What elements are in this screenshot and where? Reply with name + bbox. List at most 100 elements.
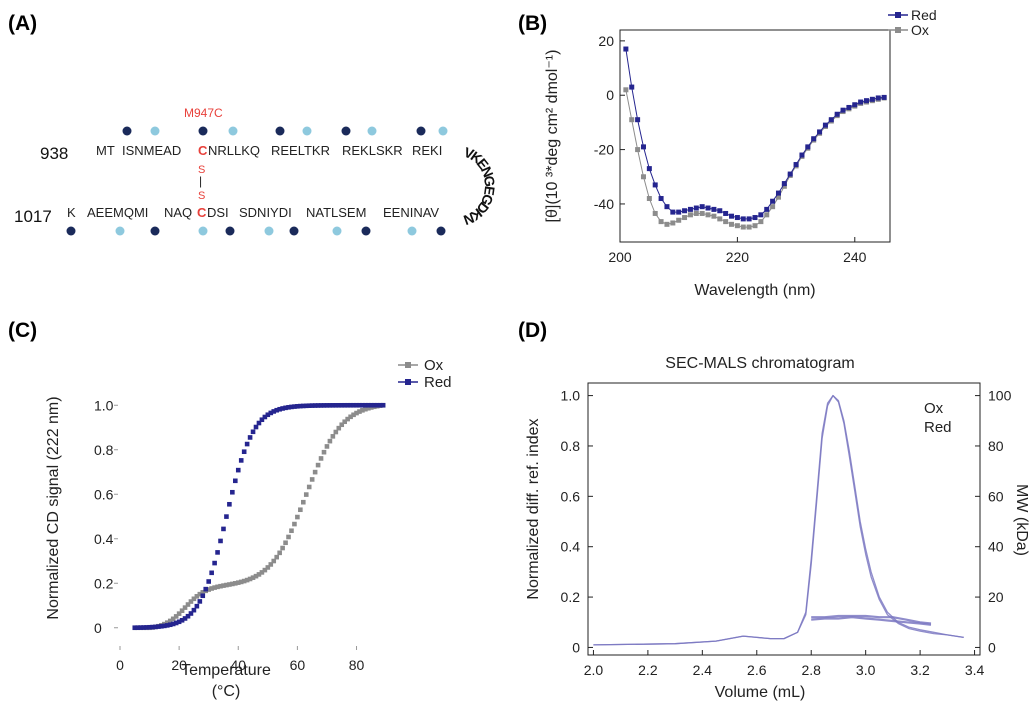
- data-point-red: [734, 215, 740, 221]
- y-tick-label: 0.6: [561, 488, 581, 504]
- data-point-ox: [227, 582, 232, 587]
- data-point-red: [176, 619, 182, 625]
- data-point-red: [875, 95, 881, 101]
- data-point-ox: [194, 594, 200, 599]
- data-point-red: [687, 206, 693, 212]
- helix-dot-light: [367, 126, 377, 136]
- helix-dot-light: [438, 126, 448, 136]
- data-point-red: [799, 152, 805, 158]
- panel-d-sec-mals: SEC-MALS chromatogram 2.0 2.2 2.4 2.6 2.8 3.0…: [525, 355, 1030, 701]
- data-point-red: [247, 435, 253, 440]
- data-point-ox: [324, 444, 330, 449]
- x-tick-label: 40: [230, 657, 246, 673]
- data-point-red: [705, 205, 711, 211]
- bottom-helix-dots: [66, 226, 446, 236]
- data-point-red: [327, 403, 333, 408]
- data-point-red: [676, 209, 682, 215]
- disulfide-s2: S: [198, 190, 205, 202]
- seq-segment: AEEMQMI: [87, 205, 148, 220]
- data-point-red: [881, 94, 887, 100]
- data-point-red: [167, 622, 173, 628]
- data-point-ox: [179, 608, 185, 613]
- panel-c-label: (C): [8, 319, 37, 342]
- data-point-red: [646, 166, 652, 172]
- data-point-red: [321, 403, 327, 408]
- data-point-ox: [218, 583, 223, 589]
- y-tick-label: 0: [94, 620, 102, 636]
- data-point-ox: [247, 576, 253, 582]
- data-point-ox: [244, 577, 250, 583]
- data-point-red: [144, 625, 149, 630]
- data-point-red: [793, 162, 799, 168]
- legend-label-red: Red: [424, 374, 452, 391]
- data-point-red: [179, 617, 185, 623]
- data-point-ox: [312, 469, 318, 475]
- data-point-red: [212, 560, 217, 566]
- data-point-ox: [185, 602, 191, 607]
- data-point-ox: [206, 587, 211, 592]
- data-point-red: [224, 514, 229, 519]
- y-tick-label: 0.8: [561, 438, 581, 454]
- data-point-red: [156, 624, 161, 629]
- data-point-red: [828, 117, 834, 123]
- data-point-red: [301, 403, 306, 409]
- data-point-ox: [165, 620, 170, 625]
- data-point-ox: [729, 221, 735, 227]
- legend-label-ox: Ox: [924, 400, 944, 417]
- data-point-red: [194, 603, 200, 609]
- data-point-ox: [333, 429, 339, 435]
- y-tick-label: 0.4: [94, 531, 114, 547]
- data-point-ox: [629, 117, 635, 123]
- data-point-red: [221, 526, 226, 532]
- y-tick-label: 0.8: [94, 442, 114, 458]
- data-point-red: [711, 206, 717, 212]
- data-point-ox: [309, 477, 315, 482]
- data-point-red: [309, 403, 315, 408]
- residue-end-number: 1017: [14, 207, 52, 226]
- data-point-red: [292, 404, 297, 409]
- x-axis-label: Volume (mL): [715, 684, 806, 701]
- data-point-red: [635, 117, 641, 123]
- data-point-red: [729, 213, 735, 219]
- data-point-red: [256, 420, 262, 426]
- x-tick-label: 2.0: [584, 662, 604, 678]
- data-point-ox: [705, 212, 711, 218]
- legend-label-red: Red: [911, 7, 937, 23]
- data-point-ox: [215, 584, 220, 590]
- disulfide-s1: S: [198, 164, 205, 176]
- data-point-red: [811, 136, 817, 142]
- data-point-red: [699, 204, 705, 210]
- data-point-red: [173, 620, 179, 626]
- plot-frame: [587, 382, 981, 656]
- data-point-red: [682, 208, 688, 214]
- data-point-ox: [758, 219, 764, 225]
- data-point-ox: [336, 425, 342, 431]
- x-tick-label: 240: [843, 249, 867, 265]
- loop-residue: E: [481, 185, 498, 196]
- data-point-ox: [301, 499, 306, 505]
- data-point-red: [200, 593, 206, 599]
- data-point-ox: [781, 183, 787, 189]
- helix-dot-dark: [198, 126, 208, 136]
- data-point-red: [834, 111, 840, 117]
- seq-segment: REELTKR: [271, 143, 330, 158]
- data-point-red: [280, 406, 285, 411]
- data-point-red: [770, 198, 776, 204]
- y-tick-label: 0.6: [94, 486, 114, 502]
- data-point-ox: [259, 570, 265, 575]
- y-tick-label: 20: [598, 33, 614, 49]
- helix-dot-dark: [289, 226, 299, 236]
- data-point-red: [360, 402, 365, 408]
- data-point-ox: [268, 562, 274, 567]
- data-point-ox: [188, 599, 194, 604]
- data-point-ox: [770, 204, 776, 210]
- data-point-red: [363, 402, 368, 408]
- data-point-ox: [670, 220, 676, 226]
- x-tick-label: 20: [171, 657, 187, 673]
- data-point-red: [138, 625, 143, 630]
- x-tick-label: 0: [116, 657, 124, 673]
- data-point-red: [241, 449, 247, 455]
- data-point-red: [271, 409, 277, 414]
- x-tick-label: 2.2: [638, 662, 658, 678]
- x-tick-label: 2.4: [693, 662, 713, 678]
